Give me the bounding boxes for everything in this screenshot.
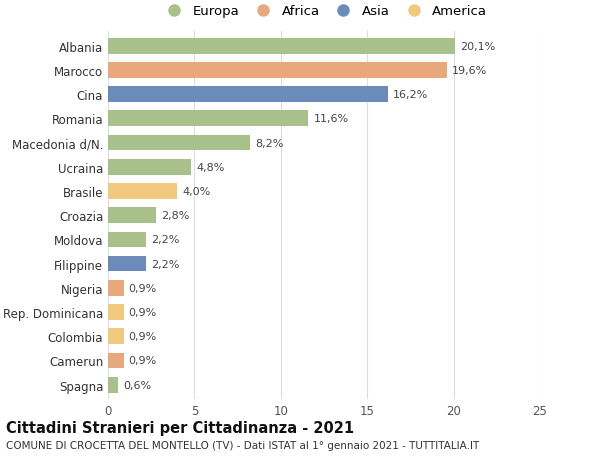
Bar xyxy=(108,160,191,175)
Text: 2,2%: 2,2% xyxy=(151,235,179,245)
Bar xyxy=(108,353,124,369)
Bar xyxy=(108,135,250,151)
Bar xyxy=(108,184,177,199)
Text: 20,1%: 20,1% xyxy=(461,42,496,51)
Text: 2,8%: 2,8% xyxy=(161,211,190,221)
Bar xyxy=(108,280,124,296)
Text: 16,2%: 16,2% xyxy=(393,90,428,100)
Text: 0,9%: 0,9% xyxy=(129,356,157,366)
Bar xyxy=(108,63,446,78)
Bar xyxy=(108,232,146,248)
Bar xyxy=(108,87,388,103)
Text: 2,2%: 2,2% xyxy=(151,259,179,269)
Bar xyxy=(108,208,157,224)
Text: 0,9%: 0,9% xyxy=(129,308,157,317)
Bar xyxy=(108,39,455,55)
Text: 0,9%: 0,9% xyxy=(129,331,157,341)
Bar xyxy=(108,111,308,127)
Bar xyxy=(108,256,146,272)
Text: 11,6%: 11,6% xyxy=(314,114,349,124)
Bar xyxy=(108,304,124,320)
Text: 8,2%: 8,2% xyxy=(255,138,283,148)
Text: 4,0%: 4,0% xyxy=(182,186,211,196)
Text: 19,6%: 19,6% xyxy=(452,66,487,76)
Text: 0,6%: 0,6% xyxy=(124,380,152,390)
Legend: Europa, Africa, Asia, America: Europa, Africa, Asia, America xyxy=(161,5,487,18)
Text: Cittadini Stranieri per Cittadinanza - 2021: Cittadini Stranieri per Cittadinanza - 2… xyxy=(6,420,354,435)
Text: 4,8%: 4,8% xyxy=(196,162,224,173)
Text: 0,9%: 0,9% xyxy=(129,283,157,293)
Bar xyxy=(108,377,118,393)
Bar xyxy=(108,329,124,344)
Text: COMUNE DI CROCETTA DEL MONTELLO (TV) - Dati ISTAT al 1° gennaio 2021 - TUTTITALI: COMUNE DI CROCETTA DEL MONTELLO (TV) - D… xyxy=(6,440,479,450)
